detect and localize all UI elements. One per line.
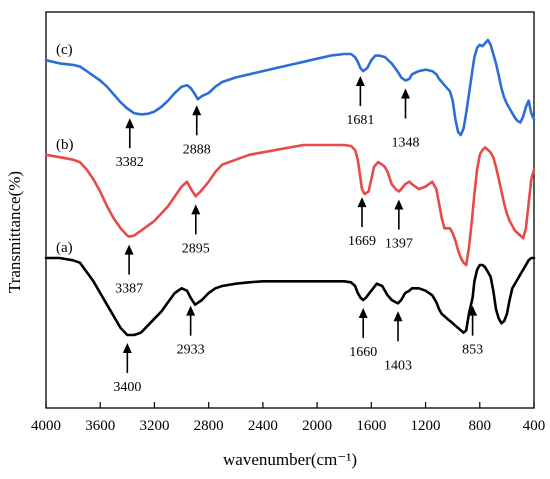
annotation-arrowhead	[394, 199, 404, 210]
series-label: (c)	[56, 42, 73, 58]
annotation-label: 1403	[384, 358, 412, 373]
annotation-arrowhead	[192, 105, 202, 116]
annotation-arrowhead	[400, 88, 410, 99]
x-tick-label: 2400	[248, 418, 278, 434]
x-tick-label: 4000	[31, 418, 61, 434]
annotation-arrowhead	[357, 197, 367, 208]
annotation-label: 1348	[391, 135, 419, 150]
annotation-label: 1397	[385, 237, 413, 252]
x-tick-label: 2800	[194, 418, 224, 434]
annotation-arrowhead	[355, 76, 365, 87]
annotation-label: 1660	[349, 345, 377, 360]
annotation-label: 2888	[183, 142, 211, 157]
y-axis-title: Transmittance(%)	[5, 171, 24, 293]
annotation-arrowhead	[468, 305, 478, 316]
annotation-label: 2895	[182, 241, 210, 256]
series-line-c	[44, 38, 536, 137]
x-tick-label: 1600	[356, 418, 386, 434]
series-line-a	[44, 256, 536, 337]
x-tick-label: 1200	[411, 418, 441, 434]
annotation-label: 3400	[113, 380, 141, 395]
annotation-label: 3382	[116, 155, 144, 170]
series-label: (b)	[56, 137, 74, 153]
plot-area	[45, 11, 535, 409]
annotation-label: 853	[462, 343, 483, 358]
x-tick-label: 400	[523, 418, 546, 434]
annotation-arrowhead	[393, 311, 403, 322]
x-tick-label: 2000	[302, 418, 332, 434]
annotation-arrowhead	[186, 305, 196, 316]
x-ticks: 4000 3600 3200 2800 2400 2000 1600 1200 800 400	[31, 402, 545, 434]
x-tick-label: 3600	[85, 418, 115, 434]
series-layer: (c) (b) (a)	[44, 38, 536, 337]
annotation-label: 3387	[115, 282, 143, 297]
annotation-label: 2933	[177, 343, 205, 358]
annotation-arrowhead	[122, 343, 132, 353]
series-label: (a)	[56, 240, 73, 256]
annotation-arrowhead	[358, 308, 368, 318]
series-line-b	[44, 143, 536, 267]
annotation-arrowhead	[191, 204, 201, 215]
x-tick-label: 800	[469, 418, 492, 434]
annotation-label: 1681	[346, 113, 374, 128]
x-tick-label: 3200	[139, 418, 169, 434]
x-axis-title: wavenumber(cm⁻¹)	[223, 450, 357, 469]
annotation-label: 1669	[348, 234, 376, 249]
annotation-arrowhead	[125, 118, 135, 129]
annotation-layer: 3382 2888 1681 1348 3387 2895 1669 1397 3400 2933…	[113, 76, 483, 395]
annotation-arrowhead	[124, 244, 134, 255]
